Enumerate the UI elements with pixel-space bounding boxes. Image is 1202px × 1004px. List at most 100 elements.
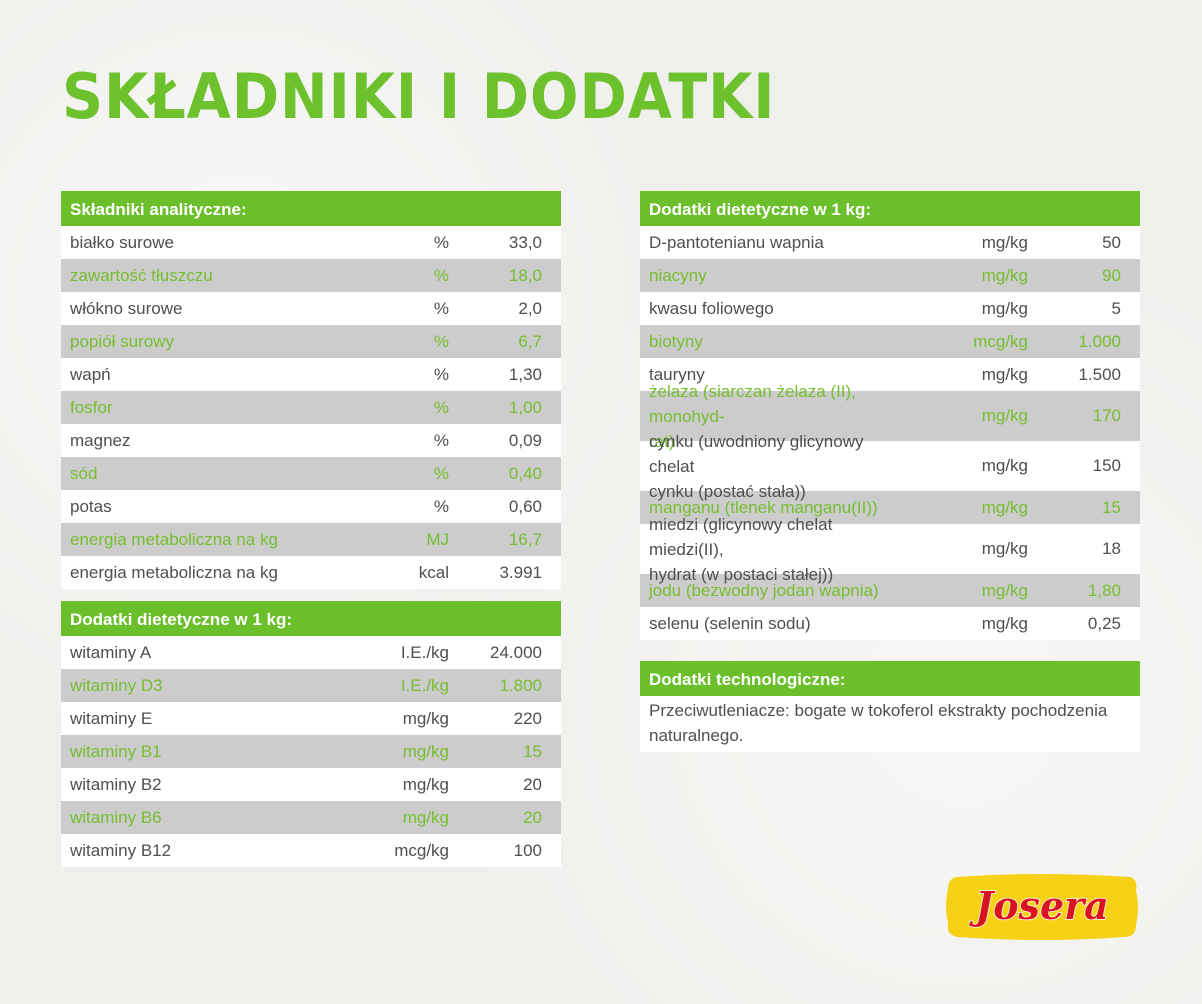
row-value: 33,0: [508, 232, 542, 252]
row-name: białko surowe: [70, 233, 174, 252]
row-value: 1.000: [1078, 331, 1121, 351]
row-value: 0,60: [508, 496, 542, 516]
vitamins-panel: Dodatki dietetyczne w 1 kg: witaminy A I.…: [61, 601, 561, 867]
row-name: D-pantotenianu wapnia: [649, 233, 824, 252]
row-name: witaminy B1: [70, 742, 162, 761]
logo-background: [946, 874, 1138, 940]
table-row: witaminy B12 mcg/kg 100: [61, 834, 561, 867]
row-value: 100: [513, 840, 542, 860]
row-unit: mg/kg: [981, 298, 1028, 318]
table-row: witaminy B1 mg/kg 15: [61, 735, 561, 768]
table-row: manganu (tlenek manganu(II)) mg/kg 15: [640, 491, 1140, 524]
row-value: 15: [1102, 497, 1121, 517]
row-name: cynku (uwodniony glicynowy chelat cynku (…: [649, 431, 864, 501]
table-row: fosfor% 1,00: [61, 391, 561, 424]
table-row: selenu (selenin sodu) mg/kg 0,25: [640, 607, 1140, 640]
row-unit: mg/kg: [981, 539, 1028, 558]
row-value: 16,7: [508, 529, 542, 549]
table-row: sód% 0,40: [61, 457, 561, 490]
row-name: witaminy B2: [70, 775, 162, 794]
table-row: witaminy A I.E./kg 24.000: [61, 636, 561, 669]
row-value: 20: [523, 807, 542, 827]
row-value: 6,7: [518, 331, 542, 351]
row-value: 1.800: [499, 675, 542, 695]
row-unit: %: [433, 232, 449, 252]
logo-wordmark: Josera: [969, 883, 1109, 928]
additives-heading: Dodatki dietetyczne w 1 kg:: [640, 191, 1140, 226]
row-unit: %: [433, 298, 449, 318]
row-name: witaminy A: [70, 643, 152, 662]
row-name: popiół surowy: [70, 332, 174, 351]
table-row: witaminy D3 I.E./kg 1.800: [61, 669, 561, 702]
row-value: 1,80: [1087, 580, 1121, 600]
row-value: 0,25: [1087, 613, 1121, 633]
row-name: magnez: [70, 431, 131, 450]
row-name: potas: [70, 497, 112, 516]
row-name: kwasu foliowego: [649, 299, 774, 318]
vitamins-rows: witaminy A I.E./kg 24.000 witaminy D3 I.E./k…: [61, 636, 561, 867]
row-unit: %: [433, 265, 449, 285]
table-row: popiół surowy% 6,7: [61, 325, 561, 358]
table-row: energia metaboliczna na kg kcal 3.991: [61, 556, 561, 589]
row-name: witaminy E: [70, 709, 153, 728]
analytic-heading: Składniki analityczne:: [61, 191, 561, 226]
row-value: 170: [1092, 406, 1121, 425]
row-name: tauryny: [649, 365, 705, 384]
row-value: 18: [1102, 539, 1121, 558]
table-row: włókno surowe% 2,0: [61, 292, 561, 325]
row-name: witaminy B12: [70, 841, 172, 860]
row-value: 220: [513, 708, 542, 728]
row-unit: mg/kg: [981, 232, 1028, 252]
row-unit: %: [433, 397, 449, 417]
table-row: biotyny mcg/kg 1.000: [640, 325, 1140, 358]
row-name: niacyny: [649, 266, 707, 285]
table-row: witaminy E mg/kg 220: [61, 702, 561, 735]
page-title: SKŁADNIKI I DODATKI: [62, 60, 776, 133]
row-unit: mg/kg: [402, 807, 449, 827]
row-name: energia metaboliczna na kg: [70, 530, 278, 549]
table-row: witaminy B2 mg/kg 20: [61, 768, 561, 801]
row-value: 5: [1111, 298, 1121, 318]
row-unit: MJ: [426, 529, 449, 549]
row-name: witaminy D3: [70, 676, 163, 695]
table-row: potas% 0,60: [61, 490, 561, 523]
row-unit: %: [433, 430, 449, 450]
row-unit: mg/kg: [402, 774, 449, 794]
row-unit: mg/kg: [981, 364, 1028, 384]
row-name: energia metaboliczna na kg: [70, 563, 278, 582]
row-unit: mg/kg: [402, 741, 449, 761]
row-unit: I.E./kg: [400, 675, 449, 695]
row-name: sód: [70, 464, 98, 483]
technological-text: Przeciwutleniacze: bogate w tokoferol ek…: [649, 701, 1108, 745]
row-value: 150: [1092, 456, 1121, 475]
row-unit: %: [433, 463, 449, 483]
row-unit: %: [433, 331, 449, 351]
row-name: witaminy B6: [70, 808, 162, 827]
technological-panel: Dodatki technologiczne: Przeciwutleniacz…: [640, 661, 1140, 752]
table-row: jodu (bezwodny jodan wapnia) mg/kg 1,80: [640, 574, 1140, 607]
row-value: 24.000: [490, 642, 542, 662]
additives-rows: D-pantotenianu wapnia mg/kg 50 niacyny mg/kg…: [640, 226, 1140, 640]
table-row: magnez% 0,09: [61, 424, 561, 457]
row-unit: mcg/kg: [973, 331, 1028, 351]
row-value: 1,00: [508, 397, 542, 417]
technological-heading: Dodatki technologiczne:: [640, 661, 1140, 696]
table-row: D-pantotenianu wapnia mg/kg 50: [640, 226, 1140, 259]
josera-logo: Josera: [946, 874, 1138, 940]
row-unit: mcg/kg: [394, 840, 449, 860]
row-value: 90: [1102, 265, 1121, 285]
row-unit: mg/kg: [981, 613, 1028, 633]
row-unit: mg/kg: [981, 580, 1028, 600]
row-value: 20: [523, 774, 542, 794]
row-name: żelaza (siarczan żelaza (II), monohyd-ra…: [649, 381, 856, 451]
row-name: jodu (bezwodny jodan wapnia): [649, 581, 879, 600]
table-row: cynku (uwodniony glicynowy chelat cynku (…: [640, 432, 1140, 501]
analytic-rows: białko surowe% 33,0 zawartość tłuszczu% 18,…: [61, 226, 561, 589]
table-row: energia metaboliczna na kg MJ 16,7: [61, 523, 561, 556]
table-row: miedzi (glicynowy chelat miedzi(II), hydr…: [640, 515, 1140, 584]
row-name: zawartość tłuszczu: [70, 266, 213, 285]
row-name: włókno surowe: [70, 299, 183, 318]
row-name: selenu (selenin sodu): [649, 614, 811, 633]
row-value: 0,40: [508, 463, 542, 483]
table-row: tauryny mg/kg 1.500: [640, 358, 1140, 391]
